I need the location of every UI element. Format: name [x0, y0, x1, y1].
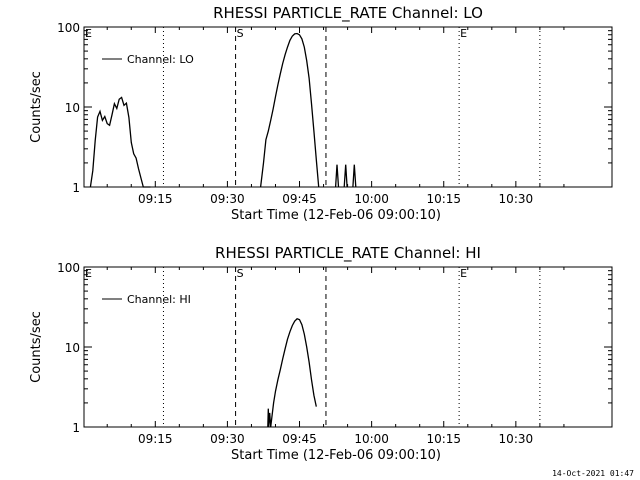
series-line	[334, 164, 340, 188]
x-tick-label: 09:15	[138, 432, 173, 446]
series-line	[259, 32, 320, 188]
x-axis-label: Start Time (12-Feb-06 09:00:10)	[231, 208, 441, 223]
series-line	[343, 164, 348, 188]
x-tick-label: 10:30	[499, 432, 534, 446]
x-tick-label: 09:15	[138, 192, 173, 206]
x-tick-label: 09:30	[210, 192, 245, 206]
y-tick-label: 10	[65, 341, 80, 355]
x-tick-label: 10:15	[426, 432, 461, 446]
marker-label: E	[85, 267, 92, 280]
chart-title: RHESSI PARTICLE_RATE Channel: HI	[215, 244, 481, 263]
y-tick-label: 10	[65, 101, 80, 115]
series-line	[352, 164, 357, 188]
x-axis-label: Start Time (12-Feb-06 09:00:10)	[231, 448, 441, 463]
marker-label: E	[85, 27, 92, 40]
marker-label: S	[237, 27, 244, 40]
x-tick-label: 10:00	[354, 192, 389, 206]
series-line	[267, 318, 317, 428]
x-tick-label: 09:30	[210, 432, 245, 446]
x-tick-label: 09:45	[282, 192, 317, 206]
legend-label: Channel: LO	[127, 53, 194, 66]
legend-label: Channel: HI	[127, 293, 191, 306]
y-tick-label: 100	[57, 21, 80, 35]
chart-title: RHESSI PARTICLE_RATE Channel: LO	[213, 4, 483, 23]
series-line	[89, 96, 151, 188]
x-tick-label: 10:15	[426, 192, 461, 206]
y-tick-label: 1	[72, 181, 80, 195]
marker-label: E	[460, 27, 467, 40]
y-tick-label: 1	[72, 421, 80, 435]
marker-label: S	[237, 267, 244, 280]
footer-timestamp: 14-Oct-2021 01:47	[552, 469, 634, 478]
y-axis-label: Counts/sec	[29, 71, 44, 143]
x-tick-label: 10:30	[499, 192, 534, 206]
x-tick-label: 09:45	[282, 432, 317, 446]
y-tick-label: 100	[57, 261, 80, 275]
x-tick-label: 10:00	[354, 432, 389, 446]
marker-label: E	[460, 267, 467, 280]
y-axis-label: Counts/sec	[29, 311, 44, 383]
